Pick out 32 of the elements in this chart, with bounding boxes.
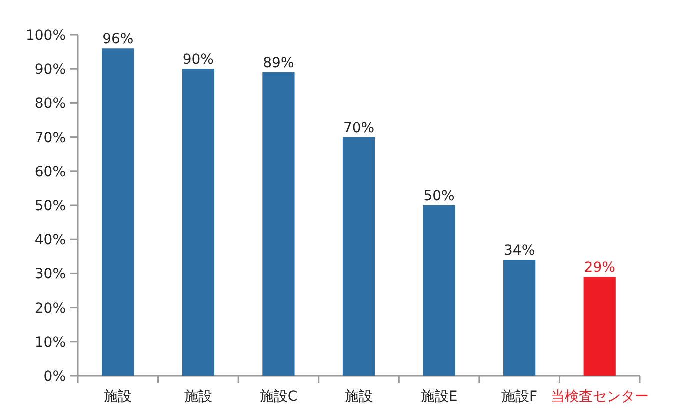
data-label: 34% xyxy=(504,243,536,260)
data-label: 70% xyxy=(343,120,375,136)
y-tick-label: 40% xyxy=(34,232,66,249)
y-tick-label: 20% xyxy=(34,300,66,317)
y-tick-label: 60% xyxy=(34,164,66,180)
data-label: 96% xyxy=(102,32,134,48)
y-tick-label: 30% xyxy=(34,266,66,283)
bar xyxy=(182,69,214,376)
y-tick-label: 10% xyxy=(34,334,66,351)
bar xyxy=(423,206,456,376)
x-tick-label: 施設 xyxy=(345,389,373,405)
y-tick-label: 0% xyxy=(44,369,66,385)
y-tick-label: 70% xyxy=(34,130,66,146)
data-label: 50% xyxy=(424,188,455,204)
y-tick-label: 90% xyxy=(34,62,66,78)
bar xyxy=(504,260,536,376)
data-label: 89% xyxy=(263,56,294,72)
y-tick-label: 100% xyxy=(26,28,66,44)
x-tick-label: 施設 xyxy=(184,389,212,405)
bar xyxy=(342,137,376,376)
x-tick-label: 当検査センター xyxy=(550,389,649,405)
y-tick-label: 80% xyxy=(34,96,66,112)
x-tick-label: 施設C xyxy=(260,389,298,405)
y-tick-label: 50% xyxy=(34,198,66,214)
x-tick-label: 施設 xyxy=(104,389,132,405)
data-label: 29% xyxy=(584,260,616,276)
bar xyxy=(262,72,295,376)
x-tick-label: 施設F xyxy=(502,389,538,405)
bar xyxy=(102,48,134,376)
data-label: 90% xyxy=(182,52,214,68)
bar xyxy=(584,277,616,376)
x-tick-label: 施設E xyxy=(420,389,458,405)
